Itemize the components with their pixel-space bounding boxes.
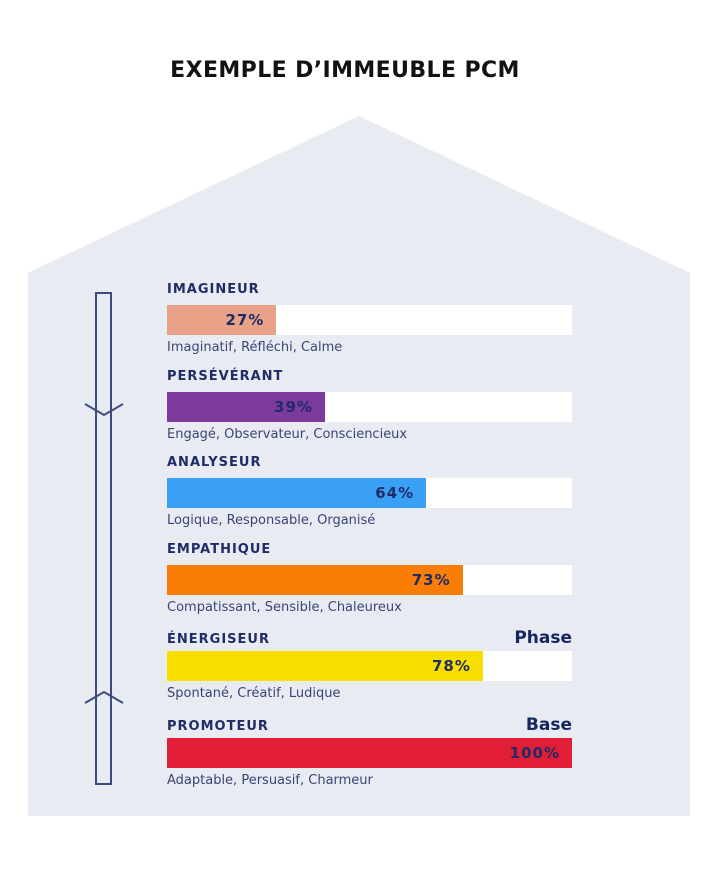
bar-traits: Logique, Responsable, Organisé [167, 513, 376, 528]
bar-label: EMPATHIQUE [167, 541, 272, 557]
bar-label: IMAGINEUR [167, 282, 260, 297]
chevron-up-icon [84, 689, 124, 705]
bar-label: PERSÉVÉRANT [167, 368, 284, 384]
bar-track: 39% [167, 391, 572, 422]
bar-label: ANALYSEUR [167, 455, 262, 470]
bar-track: 27% [167, 305, 572, 335]
page-title: EXEMPLE D’IMMEUBLE PCM [170, 58, 520, 83]
bar-traits: Engagé, Observateur, Consciencieux [167, 426, 408, 442]
house-shape-background [28, 116, 690, 816]
bar-value: 78% [431, 657, 471, 675]
bar-label: ÉNERGISEUR [167, 632, 270, 647]
bar-fill: 27% [167, 305, 277, 335]
bar-chart: IMAGINEUR 27% Imaginatif, Réfléchi, Calm… [167, 282, 572, 801]
bar-fill: 73% [167, 564, 463, 595]
chevron-down-icon [84, 402, 124, 418]
phase-tag: Phase [514, 628, 572, 648]
bar-value: 73% [411, 570, 451, 589]
bar-track: 73% [167, 564, 572, 595]
bar-fill: 64% [167, 478, 427, 508]
bar-row-imagineur: IMAGINEUR 27% Imaginatif, Réfléchi, Calm… [167, 282, 572, 369]
bar-fill: 39% [167, 391, 325, 422]
base-tag: Base [525, 714, 572, 735]
bar-track: 78% [167, 651, 572, 681]
bar-traits: Compatissant, Sensible, Chaleureux [167, 599, 402, 615]
bar-row-energiseur: ÉNERGISEUR Phase 78% Spontané, Créatif, … [167, 628, 572, 715]
bar-traits: Imaginatif, Réfléchi, Calme [167, 340, 343, 355]
bar-row-promoteur: PROMOTEUR Base 100% Adaptable, Persuasif… [167, 715, 572, 802]
flow-arrow-column [95, 292, 112, 785]
bar-fill: 78% [167, 651, 483, 681]
bar-traits: Adaptable, Persuasif, Charmeur [167, 772, 373, 788]
bar-label: PROMOTEUR [167, 718, 269, 734]
bar-value: 64% [375, 484, 415, 502]
bar-value: 100% [509, 743, 560, 762]
bar-fill: 100% [167, 737, 572, 768]
bar-traits: Spontané, Créatif, Ludique [167, 686, 341, 701]
bar-track: 64% [167, 478, 572, 508]
bar-row-analyseur: ANALYSEUR 64% Logique, Responsable, Orga… [167, 455, 572, 542]
bar-row-perseverant: PERSÉVÉRANT 39% Engagé, Observateur, Con… [167, 369, 572, 456]
bar-value: 27% [225, 311, 265, 329]
bar-value: 39% [274, 397, 313, 416]
bar-row-empathique: EMPATHIQUE 73% Compatissant, Sensible, C… [167, 542, 572, 629]
bar-track: 100% [167, 737, 572, 768]
